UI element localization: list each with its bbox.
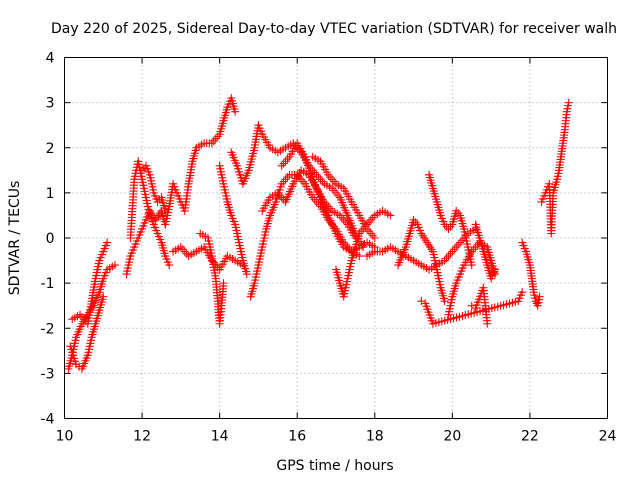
series-track-b — [66, 292, 108, 373]
plot-frame — [64, 57, 608, 419]
y-tick-labels: -4 -3 -2 -1 0 1 2 3 4 — [41, 51, 55, 428]
series-track-w — [417, 288, 527, 328]
data-point — [440, 297, 449, 306]
data-marks — [64, 94, 573, 373]
y-tick-label: 4 — [46, 51, 55, 67]
series-track-f — [138, 161, 170, 215]
series-track-l — [246, 170, 364, 301]
data-point — [110, 261, 119, 270]
y-tick-label: -3 — [41, 366, 55, 382]
y-tick-label: 1 — [46, 186, 55, 202]
series-track-k — [227, 121, 368, 252]
series-track-u — [471, 220, 500, 283]
x-tick-label: 14 — [211, 429, 229, 445]
y-tick-label: -4 — [41, 412, 55, 428]
x-axis-title: GPS time / hours — [276, 458, 393, 474]
data-point — [219, 279, 228, 288]
series-track-n — [258, 166, 360, 242]
data-point — [564, 98, 573, 107]
y-axis-title: SDTVAR / TECUs — [7, 181, 23, 296]
chart-title: Day 220 of 2025, Sidereal Day-to-day VTE… — [51, 21, 617, 37]
data-point — [99, 292, 108, 301]
series-track-j — [215, 161, 251, 279]
series-track-x — [518, 238, 544, 310]
x-tick-label: 24 — [599, 429, 617, 445]
data-point — [467, 261, 476, 270]
data-point — [231, 107, 240, 116]
series-track-c — [68, 238, 112, 328]
data-point — [386, 211, 395, 220]
series-track-p — [332, 206, 395, 301]
series-track-r — [394, 215, 449, 306]
series-track-d — [126, 157, 174, 270]
series-track-y — [537, 98, 573, 238]
grid-lines — [64, 57, 608, 419]
data-point — [518, 288, 527, 297]
x-tick-label: 10 — [56, 429, 74, 445]
x-tick-label: 16 — [288, 429, 306, 445]
x-tick-label: 12 — [133, 429, 151, 445]
x-tick-label: 22 — [521, 429, 539, 445]
data-point — [165, 261, 174, 270]
y-tick-label: 2 — [46, 141, 55, 157]
data-point — [242, 270, 251, 279]
y-tick-label: -1 — [41, 276, 55, 292]
data-point — [491, 265, 500, 274]
series-track-i — [196, 229, 228, 328]
y-tick-label: -2 — [41, 321, 55, 337]
x-tick-label: 20 — [443, 429, 461, 445]
data-point — [370, 234, 379, 242]
x-tick-label: 18 — [366, 429, 384, 445]
data-point — [483, 319, 492, 328]
y-tick-label: 3 — [46, 96, 55, 112]
y-tick-label: 0 — [46, 231, 55, 247]
series-track-g — [161, 94, 240, 229]
data-point — [535, 292, 544, 301]
x-tick-labels: 10 12 14 16 18 20 22 24 — [56, 429, 617, 445]
series-track-e — [122, 206, 170, 279]
data-point — [355, 252, 364, 261]
data-point — [103, 238, 112, 247]
